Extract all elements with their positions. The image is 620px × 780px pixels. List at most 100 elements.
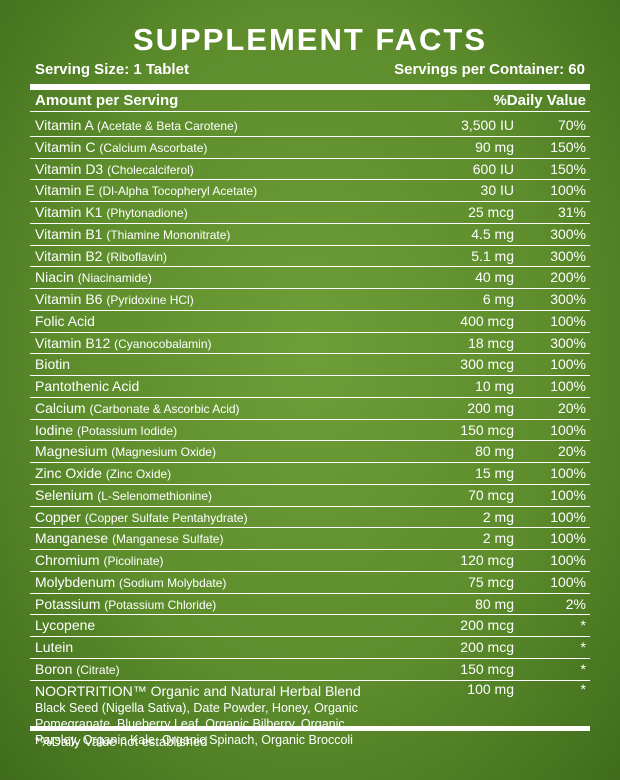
daily-value: * xyxy=(580,660,586,677)
daily-value: * xyxy=(580,680,586,697)
amount: 40 mg xyxy=(475,269,514,286)
daily-value: 20% xyxy=(557,443,586,460)
amount: 300 mcg xyxy=(460,356,514,373)
dv-header: %Daily Value xyxy=(493,92,586,109)
nutrient-row: Chromium (Picolinate) 120 mcg 100% xyxy=(30,550,590,572)
nutrient-row: Zinc Oxide (Zinc Oxide) 15 mg 100% xyxy=(30,463,590,485)
nutrient-detail: (Calcium Ascorbate) xyxy=(99,140,208,155)
nutrient-name: Manganese xyxy=(35,530,109,547)
nutrient-row: Vitamin E (Dl-Alpha Tocopheryl Acetate) 3… xyxy=(30,180,590,202)
nutrient-row: Vitamin B12 (Cyanocobalamin) 18 mcg 300% xyxy=(30,333,590,355)
nutrient-name: Vitamin B2 xyxy=(35,247,103,264)
servings-per-container: Servings per Container: 60 xyxy=(394,61,585,78)
amount: 120 mcg xyxy=(460,552,514,568)
amount: 30 IU xyxy=(480,182,514,199)
nutrient-row: Calcium (Carbonate & Ascorbic Acid) 200 m… xyxy=(30,398,590,420)
nutrient-detail: (Potassium Iodide) xyxy=(77,423,178,438)
amount: 15 mg xyxy=(475,465,514,481)
nutrient-detail: (Picolinate) xyxy=(103,554,164,568)
nutrient-name: Zinc Oxide xyxy=(35,465,102,481)
nutrient-row: Vitamin B1 (Thiamine Mononitrate) 4.5 mg 3… xyxy=(30,224,590,246)
nutrient-row: Vitamin B6 (Pyridoxine HCl) 6 mg 300% xyxy=(30,289,590,311)
daily-value: 300% xyxy=(550,291,586,307)
daily-value: 100% xyxy=(550,378,586,394)
divider xyxy=(30,726,590,731)
nutrient-name: Niacin xyxy=(35,269,74,286)
amount: 100 mg xyxy=(467,680,514,697)
nutrient-detail: (Citrate) xyxy=(76,662,120,677)
blend-name: NOORTRITION™ Organic and Natural Herbal … xyxy=(35,682,361,699)
nutrient-detail: (Carbonate & Ascorbic Acid) xyxy=(89,401,240,416)
amount: 2 mg xyxy=(482,530,514,547)
amount: 25 mcg xyxy=(468,204,514,220)
daily-value: 20% xyxy=(557,399,586,416)
amount: 80 mg xyxy=(475,443,514,460)
nutrient-row: Vitamin B2 (Riboflavin) 5.1 mg 300% xyxy=(30,246,590,268)
blend-description: Parsley, Organic Kale, Organic Spinach, … xyxy=(35,732,353,747)
daily-value: 2% xyxy=(565,595,586,612)
daily-value: 100% xyxy=(550,356,586,373)
daily-value: 100% xyxy=(550,312,586,329)
nutrient-row: Vitamin K1 (Phytonadione) 25 mcg 31% xyxy=(30,202,590,224)
amount: 150 mcg xyxy=(460,421,514,438)
nutrient-row: Manganese (Manganese Sulfate) 2 mg 100% xyxy=(30,528,590,550)
nutrient-detail: (Cholecalciferol) xyxy=(107,162,194,177)
daily-value: 100% xyxy=(550,530,586,547)
nutrient-detail: (L-Selenomethionine) xyxy=(97,488,212,503)
nutrient-name: Calcium xyxy=(35,399,86,416)
nutrient-detail: (Thiamine Mononitrate) xyxy=(106,227,231,242)
amount: 6 mg xyxy=(482,291,514,307)
amount: 5.1 mg xyxy=(471,247,514,264)
daily-value: 300% xyxy=(550,334,586,351)
nutrient-row: Vitamin D3 (Cholecalciferol) 600 IU 150% xyxy=(30,159,590,181)
nutrient-detail: (Acetate & Beta Carotene) xyxy=(97,119,238,133)
nutrient-detail: (Pyridoxine HCl) xyxy=(106,293,194,307)
nutrient-row: Boron (Citrate) 150 mcg * xyxy=(30,659,590,681)
daily-value: * xyxy=(580,617,586,634)
nutrient-name: Magnesium xyxy=(35,443,108,460)
amount: 90 mg xyxy=(475,138,514,155)
daily-value: 300% xyxy=(550,247,586,264)
daily-value: * xyxy=(580,639,586,655)
nutrient-name: Boron xyxy=(35,660,73,677)
nutrient-name: Vitamin A xyxy=(35,117,94,133)
amount: 200 mcg xyxy=(460,617,514,634)
amount: 70 mcg xyxy=(468,486,514,503)
nutrient-row: Biotin 300 mcg 100% xyxy=(30,354,590,376)
nutrient-name: Vitamin C xyxy=(35,138,96,155)
amount: 80 mg xyxy=(475,595,514,612)
daily-value: 200% xyxy=(550,269,586,286)
daily-value: 300% xyxy=(550,225,586,242)
divider xyxy=(30,84,590,90)
blend-row: NOORTRITION™ Organic and Natural Herbal … xyxy=(30,681,590,748)
daily-value: 150% xyxy=(550,138,586,155)
nutrient-detail: (Copper Sulfate Pentahydrate) xyxy=(84,510,248,525)
nutrient-detail: (Riboflavin) xyxy=(106,249,168,264)
amount: 2 mg xyxy=(482,508,514,525)
daily-value: 100% xyxy=(550,486,586,503)
amount: 3,500 IU xyxy=(461,117,514,133)
daily-value: 100% xyxy=(550,573,586,590)
nutrient-detail: (Cyanocobalamin) xyxy=(114,336,212,351)
nutrient-detail: (Sodium Molybdate) xyxy=(119,575,227,590)
nutrient-name: Lutein xyxy=(35,639,74,655)
blend-description: Black Seed (Nigella Sativa), Date Powder… xyxy=(35,700,358,715)
amount: 4.5 mg xyxy=(471,225,514,242)
amount: 75 mcg xyxy=(468,573,514,590)
nutrient-detail: (Phytonadione) xyxy=(106,206,188,220)
daily-value: 100% xyxy=(550,182,586,199)
daily-value: 150% xyxy=(550,160,586,177)
nutrient-detail: (Dl-Alpha Tocopheryl Acetate) xyxy=(98,184,258,199)
nutrient-name: Lycopene xyxy=(35,617,96,634)
nutrient-row: Potassium (Potassium Chloride) 80 mg 2% xyxy=(30,594,590,616)
nutrient-row: Lycopene 200 mcg * xyxy=(30,615,590,637)
column-header: Amount per Serving %Daily Value xyxy=(30,90,590,112)
nutrient-name: Vitamin E xyxy=(35,182,95,199)
nutrient-name: Molybdenum xyxy=(35,573,116,590)
amount: 150 mcg xyxy=(460,660,514,677)
nutrient-name: Copper xyxy=(35,508,81,525)
nutrient-row: Selenium (L-Selenomethionine) 70 mcg 100% xyxy=(30,485,590,507)
title: SUPPLEMENT FACTS xyxy=(132,22,488,57)
nutrient-name: Folic Acid xyxy=(35,312,95,329)
